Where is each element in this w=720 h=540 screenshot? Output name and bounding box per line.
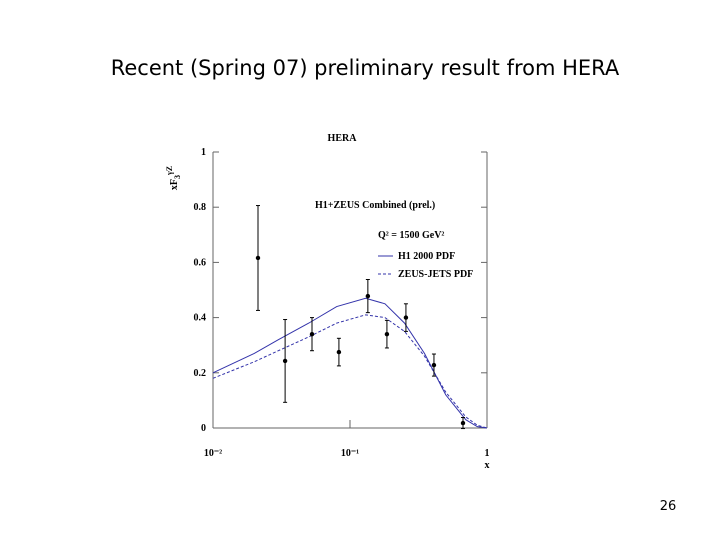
point xyxy=(309,331,315,337)
y-label-sub: 3 xyxy=(173,175,182,179)
y-label: xF3γZ xyxy=(165,166,182,190)
point xyxy=(255,255,261,261)
legend-label: H1 2000 PDF xyxy=(398,251,455,262)
point xyxy=(336,349,342,355)
y-tick-label: 1 xyxy=(201,147,206,158)
point xyxy=(384,331,390,337)
x-label: x xyxy=(485,460,490,471)
page-number: 26 xyxy=(660,499,677,514)
y-label-sup: γZ xyxy=(165,166,174,176)
annotation: Q² = 1500 GeV² xyxy=(378,230,444,241)
y-tick-label: 0.8 xyxy=(194,202,207,213)
chart-title: HERA xyxy=(328,133,358,144)
curve xyxy=(212,314,488,429)
x-tick-label: 1 xyxy=(485,448,490,459)
point xyxy=(365,293,371,299)
point xyxy=(431,362,437,368)
subtitle: H1+ZEUS Combined (prel.) xyxy=(315,200,435,211)
y-tick-label: 0 xyxy=(201,423,206,434)
y-tick-label: 0.6 xyxy=(194,257,207,268)
curve xyxy=(212,297,488,429)
point xyxy=(460,420,466,426)
slide-title: Recent (Spring 07) preliminary result fr… xyxy=(111,56,620,80)
y-tick-label: 0.4 xyxy=(194,313,207,324)
x-tick-label: 10⁻² xyxy=(204,448,222,459)
x-tick-label: 10⁻¹ xyxy=(341,448,359,459)
point xyxy=(403,315,409,320)
point xyxy=(282,358,288,364)
y-label-main: xF xyxy=(169,179,180,190)
legend-label: ZEUS-JETS PDF xyxy=(398,269,473,280)
y-tick-label: 0.2 xyxy=(194,368,207,379)
